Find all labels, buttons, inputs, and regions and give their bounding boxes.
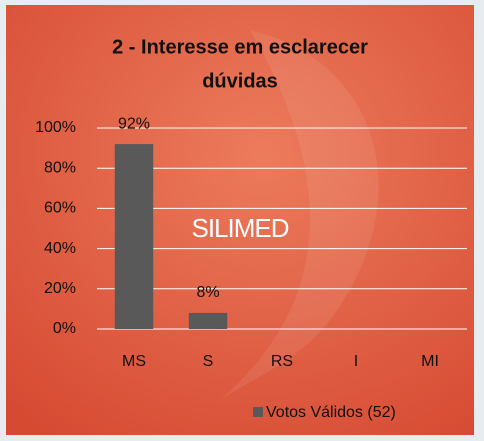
legend-swatch [253,407,263,417]
y-tick-label: 20% [44,280,76,297]
legend-label: Votos Válidos (52) [266,404,396,421]
bar [115,144,153,329]
chart: 2 - Interesse em esclarecer dúvidas SILI… [0,0,484,441]
x-tick-label: I [354,353,358,370]
y-tick-label: 0% [53,320,76,337]
x-tick-label: RS [271,353,293,370]
data-label: 8% [196,284,219,301]
chart-title: 2 - Interesse em esclarecer [112,36,368,58]
page: {"chart_data": {"type": "bar", "title_li… [0,0,484,441]
y-tick-label: 60% [44,200,76,217]
x-tick-label: S [203,353,214,370]
x-tick-label: MI [421,353,439,370]
data-label: 92% [118,115,150,132]
y-tick-label: 80% [44,159,76,176]
bar [189,313,227,329]
x-tick-label: MS [122,353,146,370]
y-tick-label: 40% [44,240,76,257]
y-tick-label: 100% [35,119,76,136]
watermark: SILIMED [191,213,288,243]
chart-title: dúvidas [202,70,278,92]
